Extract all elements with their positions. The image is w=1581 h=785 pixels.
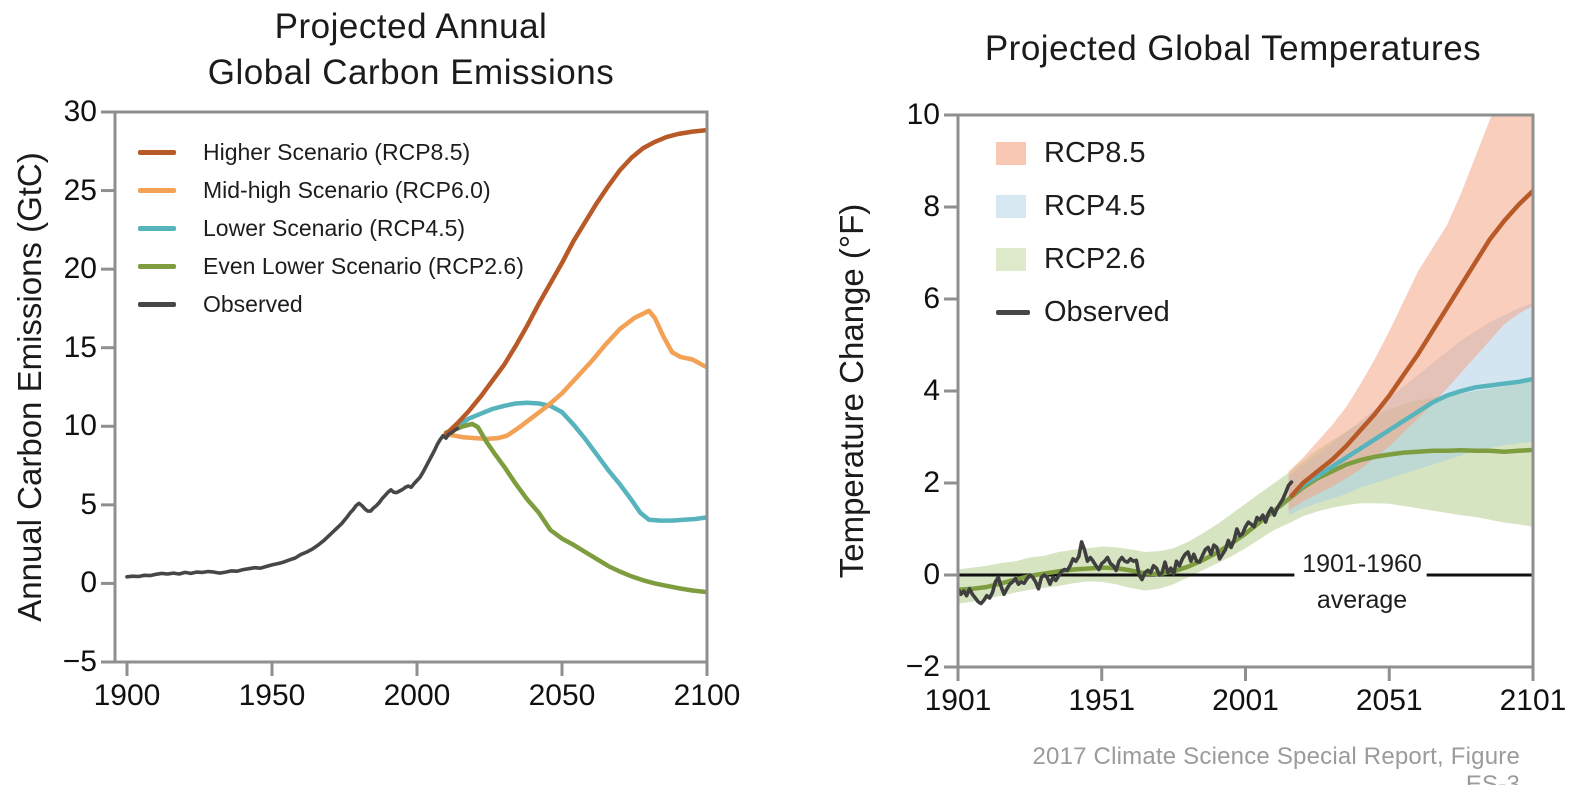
series-line-Mid-high Scenario (RCP6.0) bbox=[443, 308, 707, 442]
series-line-Higher Scenario (RCP8.5) bbox=[443, 127, 707, 437]
uncertainty-band-RCP8.5 bbox=[1288, 115, 1533, 511]
series-line-Even Lower Scenario (RCP2.6) bbox=[443, 421, 707, 595]
emissions-plot-frame bbox=[113, 110, 709, 664]
series-line-Observed bbox=[125, 426, 460, 579]
series-line-RCP2.6 bbox=[958, 447, 1533, 592]
series-line-Lower Scenario (RCP4.5) bbox=[443, 400, 707, 523]
temperatures-plot-area bbox=[958, 115, 1533, 606]
series-line-RCP8.5 bbox=[1289, 188, 1533, 499]
emissions-plot-area bbox=[125, 127, 707, 595]
series-line-RCP4.5 bbox=[1289, 376, 1533, 499]
series-line-Observed bbox=[958, 480, 1294, 606]
